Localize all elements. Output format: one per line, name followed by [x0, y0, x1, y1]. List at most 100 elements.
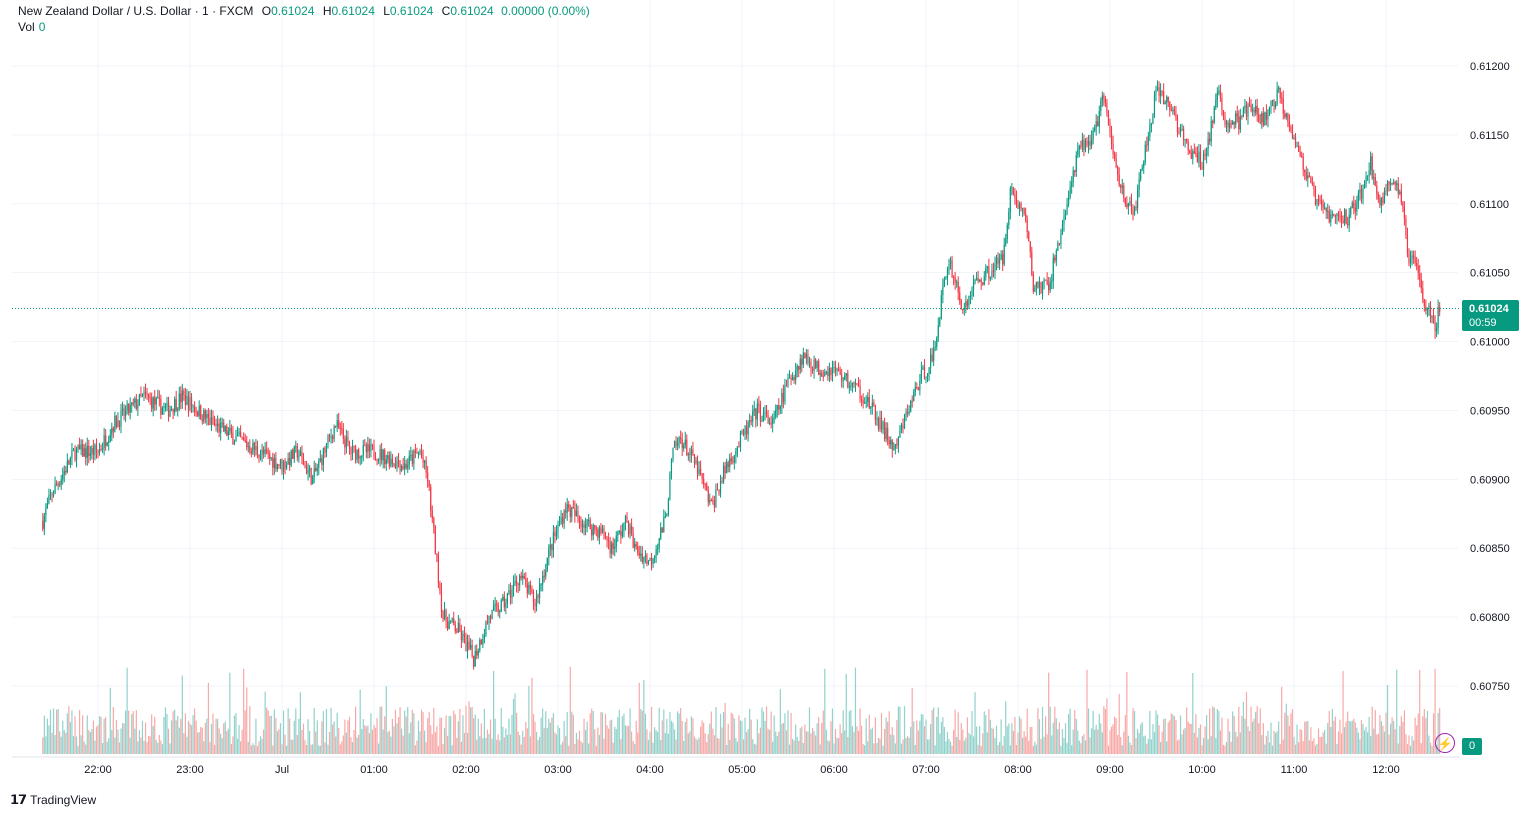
candle-body	[1288, 121, 1290, 127]
candle-body	[315, 467, 317, 472]
volume-bar	[1316, 744, 1318, 754]
candle-body	[756, 403, 758, 420]
tradingview-logo[interactable]: 𝟭𝟳 TradingView	[10, 792, 96, 808]
volume-bar	[811, 727, 814, 754]
volume-bar	[971, 711, 973, 754]
candle-body	[299, 451, 301, 457]
volume-bar	[1308, 740, 1310, 754]
candle-body	[1331, 214, 1333, 216]
volume-bar	[736, 741, 738, 754]
candle-body	[1032, 274, 1034, 292]
candle-body	[1256, 105, 1258, 115]
volume-bar	[152, 725, 154, 754]
candle-body	[312, 476, 314, 485]
candle-body	[445, 610, 447, 622]
volume-legend[interactable]: Vol 0	[18, 19, 45, 35]
candle-body	[92, 447, 94, 455]
volume-bar	[1124, 714, 1126, 754]
volume-bar	[1230, 741, 1232, 754]
candle-body	[1347, 223, 1349, 226]
time-axis[interactable]: 22:00 23:00 Jul 01:00 02:00 03:00 04:00 05:00 06…	[12, 756, 1460, 776]
volume-bar	[779, 689, 781, 754]
volume-bar	[1110, 726, 1113, 754]
candle-body	[1028, 232, 1030, 242]
volume-bar	[744, 717, 746, 754]
candle-body	[82, 444, 84, 457]
volume-bar	[1373, 728, 1375, 754]
volume-bar	[612, 742, 614, 754]
candle-body	[1204, 153, 1206, 156]
symbol-title[interactable]: New Zealand Dollar / U.S. Dollar · 1 · F…	[18, 4, 254, 18]
volume-bar	[144, 722, 147, 754]
candle-body	[1207, 138, 1209, 149]
candle-body	[463, 633, 466, 637]
volume-bar	[1083, 734, 1085, 754]
lightning-icon[interactable]: ⚡	[1435, 733, 1455, 753]
candle-body	[1101, 95, 1103, 102]
candle-body	[741, 431, 743, 433]
volume-bar	[520, 744, 522, 754]
volume-bar	[956, 737, 958, 754]
candle-body	[98, 448, 101, 453]
volume-bar	[926, 739, 929, 754]
candle-body	[473, 656, 475, 667]
volume-bar	[654, 727, 656, 754]
volume-bar	[401, 728, 403, 754]
price-axis[interactable]: 0.607500.608000.608500.609000.609500.610…	[1470, 61, 1510, 693]
volume-bar	[1307, 720, 1309, 754]
candle-body	[367, 444, 369, 453]
volume-bar	[1258, 723, 1260, 754]
candle-body	[427, 472, 429, 482]
volume-bar	[1259, 708, 1261, 754]
volume-bar	[376, 718, 378, 754]
candle-body	[396, 460, 398, 468]
volume-bar	[91, 729, 93, 754]
volume-bar	[879, 738, 881, 754]
candle-body	[1051, 280, 1053, 282]
volume-bar	[189, 723, 191, 754]
candle-body	[1390, 183, 1392, 185]
symbol-legend[interactable]: New Zealand Dollar / U.S. Dollar · 1 · F…	[18, 3, 590, 19]
candle-body	[1383, 190, 1386, 204]
candle-body	[1316, 199, 1318, 205]
volume-bar	[526, 728, 528, 754]
volume-bar	[1190, 723, 1192, 754]
candle-body	[640, 553, 642, 556]
volume-bar	[749, 708, 751, 754]
volume-bar	[643, 680, 645, 754]
candle-body	[1333, 214, 1335, 217]
volume-bar	[1351, 720, 1353, 754]
candle-body	[922, 367, 924, 370]
volume-bar	[1164, 718, 1166, 754]
x-tick-label: 05:00	[728, 764, 756, 776]
y-tick-label: 0.60850	[1470, 543, 1510, 555]
candle-body	[181, 390, 183, 403]
volume-bar	[1247, 726, 1249, 754]
volume-bar	[976, 726, 978, 754]
candle-body	[508, 589, 510, 594]
candle-body	[1169, 101, 1171, 110]
volume-bar	[407, 706, 409, 754]
candle-body	[644, 555, 646, 558]
candle-body	[1179, 129, 1182, 133]
volume-bar	[519, 735, 521, 754]
candle-body	[571, 507, 573, 517]
candle-body	[1293, 137, 1295, 139]
volume-bar	[1428, 735, 1430, 754]
volume-bar	[611, 719, 613, 754]
candle-body	[588, 519, 590, 521]
volume-bar	[1325, 743, 1327, 754]
volume-bar	[1115, 718, 1117, 754]
candle-body	[647, 560, 650, 564]
candle-body	[286, 464, 288, 469]
candle-body	[1158, 87, 1160, 97]
candle-body	[1130, 201, 1133, 211]
volume-bar	[1176, 740, 1179, 754]
volume-bar	[1144, 735, 1146, 754]
candle-body	[327, 435, 329, 444]
candle-body	[1097, 121, 1099, 127]
candle-body	[1138, 179, 1140, 190]
candle-body	[1271, 100, 1274, 102]
volume-bar	[1150, 739, 1152, 754]
